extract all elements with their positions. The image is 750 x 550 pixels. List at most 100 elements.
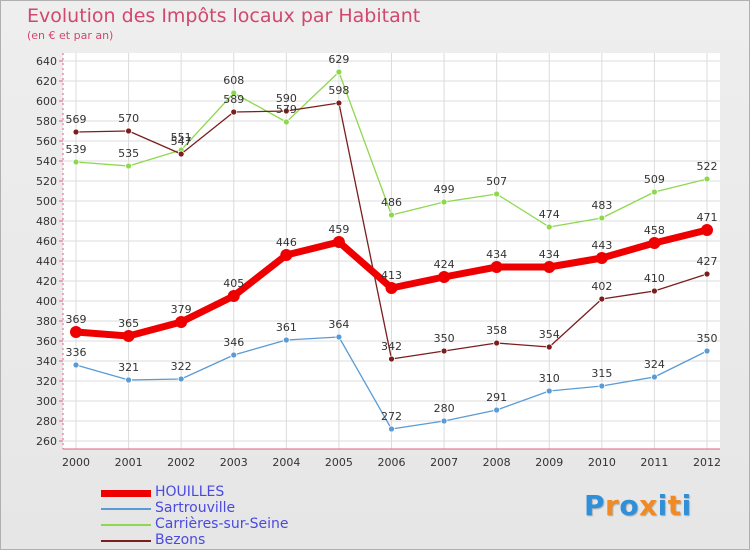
data-point <box>280 249 293 261</box>
data-point <box>335 333 343 341</box>
data-label: 539 <box>66 143 87 156</box>
chart-subtitle: (en € et par an) <box>27 29 114 42</box>
y-tick-label: 620 <box>36 75 57 88</box>
data-label: 361 <box>276 321 297 334</box>
x-tick-label: 2003 <box>220 456 248 469</box>
x-tick-label: 2005 <box>325 456 353 469</box>
data-label: 474 <box>539 208 560 221</box>
data-label: 427 <box>697 255 718 268</box>
data-point <box>438 271 451 283</box>
data-point <box>227 290 240 302</box>
data-label: 471 <box>697 211 718 224</box>
data-label: 434 <box>539 248 560 261</box>
x-tick-label: 2000 <box>62 456 90 469</box>
data-label: 608 <box>223 74 244 87</box>
data-label: 336 <box>66 346 87 359</box>
data-point <box>545 223 553 231</box>
legend-label: Carrières-sur-Seine <box>155 516 289 532</box>
data-label: 443 <box>591 239 612 252</box>
data-label: 358 <box>486 324 507 337</box>
chart-title: Evolution des Impôts locaux par Habitant <box>27 5 421 27</box>
data-label: 354 <box>539 328 560 341</box>
data-label: 350 <box>697 332 718 345</box>
x-tick-label: 2007 <box>430 456 458 469</box>
data-label: 272 <box>381 410 402 423</box>
data-point <box>70 326 82 338</box>
y-tick-label: 440 <box>36 255 57 268</box>
data-point <box>332 236 345 248</box>
data-point <box>125 162 132 170</box>
data-label: 507 <box>486 175 507 188</box>
data-label: 629 <box>328 53 349 66</box>
data-point <box>335 99 343 107</box>
logo-letter: P <box>584 489 606 522</box>
data-point <box>177 375 185 383</box>
y-tick-label: 360 <box>36 335 57 348</box>
data-label: 579 <box>276 103 297 116</box>
data-point <box>388 211 395 219</box>
y-tick-label: 580 <box>36 115 57 128</box>
data-point <box>493 339 501 347</box>
data-point <box>493 406 501 414</box>
data-point <box>490 261 503 273</box>
y-tick-label: 640 <box>36 55 57 68</box>
legend-label: Bezons <box>155 532 206 548</box>
data-point <box>651 188 658 196</box>
data-label: 291 <box>486 391 507 404</box>
data-point <box>595 252 608 264</box>
x-tick-label: 2008 <box>483 456 511 469</box>
data-label: 569 <box>66 113 87 126</box>
data-point <box>282 118 290 126</box>
logo-letter: r <box>605 489 620 522</box>
data-point <box>651 287 658 295</box>
data-label: 547 <box>171 135 192 148</box>
data-label: 458 <box>644 224 665 237</box>
data-label: 350 <box>434 332 455 345</box>
data-label: 535 <box>118 147 139 160</box>
data-point <box>125 127 132 135</box>
data-label: 365 <box>118 317 139 330</box>
data-label: 499 <box>434 183 455 196</box>
data-label: 424 <box>434 258 455 271</box>
data-label: 310 <box>539 372 560 385</box>
data-point <box>545 387 553 395</box>
legend-swatch <box>101 540 151 542</box>
data-label: 364 <box>328 318 349 331</box>
data-label: 405 <box>223 277 244 290</box>
x-tick-label: 2006 <box>378 456 406 469</box>
data-point <box>388 355 395 363</box>
x-tick-label: 2012 <box>693 456 721 469</box>
data-point <box>648 237 661 249</box>
data-label: 486 <box>381 196 402 209</box>
data-label: 324 <box>644 358 665 371</box>
legend-swatch <box>101 524 151 526</box>
data-label: 413 <box>381 269 402 282</box>
data-label: 483 <box>591 199 612 212</box>
x-tick-label: 2001 <box>115 456 143 469</box>
data-point <box>385 282 398 294</box>
data-point <box>701 224 713 236</box>
data-label: 570 <box>118 112 139 125</box>
data-point <box>598 382 606 390</box>
data-label: 551 <box>171 131 192 144</box>
y-tick-label: 460 <box>36 235 57 248</box>
data-point <box>125 376 132 384</box>
logo-letter: i <box>681 489 692 522</box>
data-point <box>440 347 448 355</box>
data-label: 410 <box>644 272 665 285</box>
data-point <box>282 336 290 344</box>
data-label: 315 <box>591 367 612 380</box>
proxiti-logo: Proxiti <box>584 489 692 522</box>
x-tick-label: 2002 <box>167 456 195 469</box>
data-label: 522 <box>697 160 718 173</box>
y-tick-label: 420 <box>36 275 57 288</box>
data-point <box>177 150 185 158</box>
logo-letter: o <box>619 489 640 522</box>
data-point <box>282 107 290 115</box>
data-label: 322 <box>171 360 192 373</box>
y-tick-label: 280 <box>36 415 57 428</box>
x-tick-label: 2009 <box>535 456 563 469</box>
y-tick-label: 400 <box>36 295 57 308</box>
data-label: 598 <box>328 84 349 97</box>
